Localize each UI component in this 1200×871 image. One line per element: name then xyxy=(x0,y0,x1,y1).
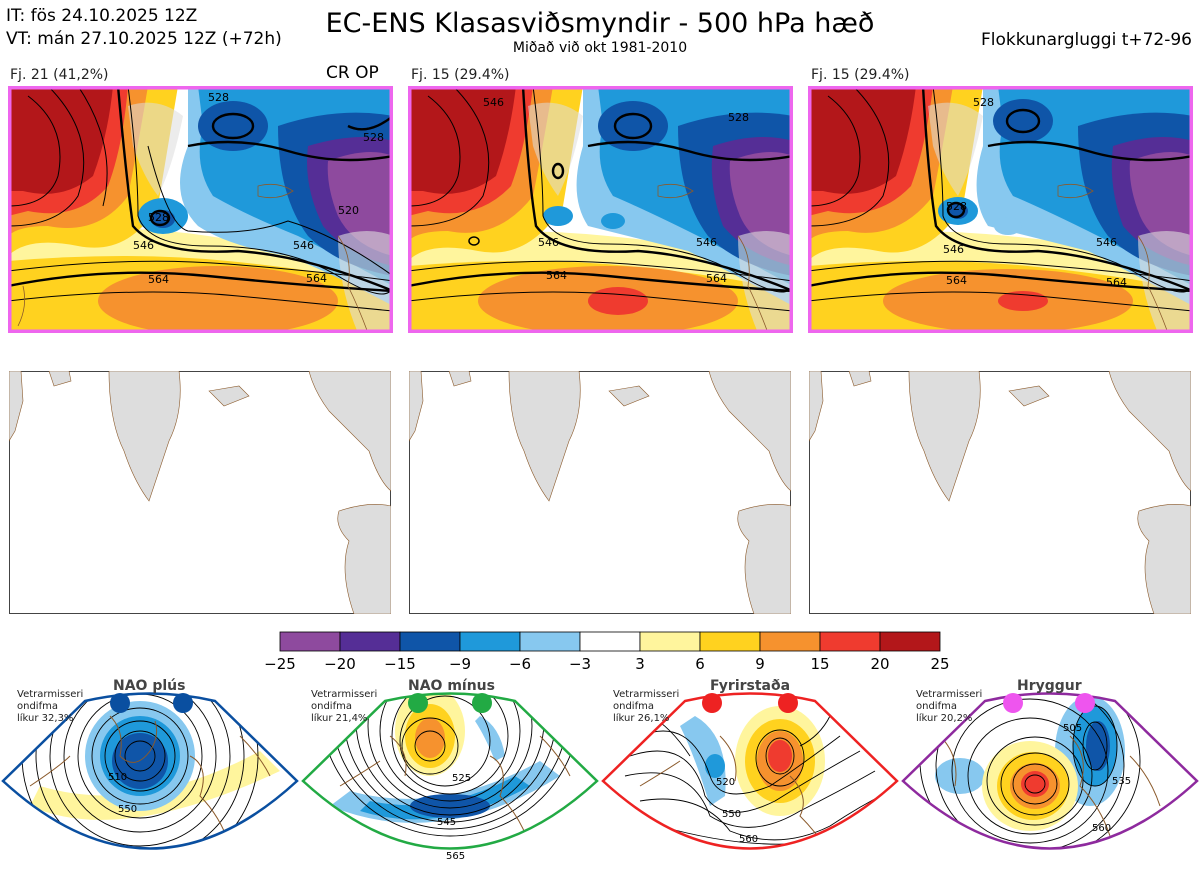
colorbar-tick: 6 xyxy=(695,655,705,673)
colorbar-swatch xyxy=(879,631,941,652)
regime-probability: líkur 21,4% xyxy=(311,712,367,724)
colorbar-tick: −3 xyxy=(569,655,591,673)
contour-label: 528 xyxy=(208,91,229,104)
contour-label: 528 xyxy=(363,131,384,144)
contour-label: 510 xyxy=(108,772,127,783)
regime-nao-plus: NAO plús Vetrarmisseri ondifma líkur 32,… xyxy=(1,678,299,850)
cluster-3-map: 564 546 528 564 546 528 xyxy=(808,86,1193,333)
contour-label: 535 xyxy=(1112,776,1131,787)
contour-label: 528 xyxy=(148,211,169,224)
colorbar-tick: 20 xyxy=(870,655,889,673)
colorbar-swatch xyxy=(699,631,761,652)
contour-label: 528 xyxy=(973,96,994,109)
contour-label: 545 xyxy=(437,817,456,828)
contour-label: 528 xyxy=(946,200,967,213)
contour-label: 546 xyxy=(293,239,314,252)
cluster-2-map: 564 546 528 564 546 546 xyxy=(408,86,793,333)
empty-map-3 xyxy=(809,371,1191,614)
contour-label: 560 xyxy=(739,834,758,845)
colorbar-tick: 3 xyxy=(635,655,645,673)
anomaly-colorbar: −25 −20 −15 −9 −6 −3 3 6 9 15 20 25 xyxy=(264,631,950,673)
cluster-3-label: Fj. 15 (29.4%) xyxy=(811,67,910,83)
regime-note: Vetrarmisseri xyxy=(17,689,83,700)
initial-time: IT: fös 24.10.2025 12Z xyxy=(6,6,198,26)
contour-label: 546 xyxy=(943,243,964,256)
regime-probability: líkur 32,3% xyxy=(17,712,73,724)
colorbar-tick: 9 xyxy=(755,655,765,673)
regime-name: NAO plús xyxy=(113,678,185,694)
contour-label: 520 xyxy=(338,204,359,217)
regime-note: ondifma xyxy=(916,701,957,712)
colorbar-tick: −9 xyxy=(449,655,471,673)
contour-label: 505 xyxy=(1063,723,1082,734)
contour-label: 564 xyxy=(706,272,727,285)
contour-label: 546 xyxy=(538,236,559,249)
contour-label: 546 xyxy=(483,96,504,109)
colorbar-swatch xyxy=(339,631,401,652)
colorbar-swatch xyxy=(639,631,701,652)
colorbar-swatch xyxy=(819,631,881,652)
contour-label: 525 xyxy=(452,773,471,784)
cluster-2-label: Fj. 15 (29.4%) xyxy=(411,67,510,83)
colorbar-swatch xyxy=(459,631,521,652)
contour-label: 565 xyxy=(446,851,465,862)
regime-probability: líkur 20,2% xyxy=(916,712,972,724)
cluster-1-map: 564 546 528 520 528 546 564 528 xyxy=(8,86,393,333)
cluster-1-tags: CR OP xyxy=(326,63,379,83)
regime-name: Fyrirstaða xyxy=(710,678,790,694)
regime-name: NAO mínus xyxy=(408,678,495,694)
valid-time: VT: mán 27.10.2025 12Z (+72h) xyxy=(6,29,282,49)
regime-probability: líkur 26,1% xyxy=(613,712,669,724)
regime-nao-minus: NAO mínus Vetrarmisseri ondifma líkur 21… xyxy=(301,678,599,862)
empty-map-2 xyxy=(409,371,791,614)
colorbar-tick: 25 xyxy=(930,655,949,673)
colorbar-tick: 15 xyxy=(810,655,829,673)
regime-note: Vetrarmisseri xyxy=(916,689,982,700)
contour-label: 550 xyxy=(118,804,137,815)
regime-note: ondifma xyxy=(17,701,58,712)
regime-note: Vetrarmisseri xyxy=(613,689,679,700)
contour-label: 564 xyxy=(946,274,967,287)
colorbar-swatch xyxy=(579,631,641,652)
contour-label: 560 xyxy=(1092,823,1111,834)
classification-window: Flokkunargluggi t+72-96 xyxy=(980,30,1192,50)
contour-label: 520 xyxy=(716,777,735,788)
cluster-1-label: Fj. 21 (41,2%) xyxy=(10,67,109,83)
contour-label: 564 xyxy=(306,272,327,285)
regime-blocking: Fyrirstaða Vetrarmisseri ondifma líkur 2… xyxy=(601,678,899,850)
contour-label: 564 xyxy=(546,269,567,282)
empty-map-1 xyxy=(9,371,391,614)
contour-label: 564 xyxy=(148,273,169,286)
colorbar-swatch xyxy=(759,631,821,652)
contour-label: 550 xyxy=(722,809,741,820)
colorbar-tick: −15 xyxy=(384,655,416,673)
regime-note: Vetrarmisseri xyxy=(311,689,377,700)
climatology-subtitle: Miðað við okt 1981-2010 xyxy=(512,40,688,56)
colorbar-swatch xyxy=(279,631,341,652)
regime-name: Hryggur xyxy=(1017,678,1082,694)
colorbar-swatch xyxy=(519,631,581,652)
map-title: EC-ENS Klasasviðsmyndir - 500 hPa hæð xyxy=(325,8,875,39)
regime-note: ondifma xyxy=(613,701,654,712)
regime-ridge: Hryggur Vetrarmisseri ondifma líkur 20,2… xyxy=(901,678,1199,850)
colorbar-tick: −6 xyxy=(509,655,531,673)
contour-label: 564 xyxy=(1106,276,1127,289)
contour-label: 528 xyxy=(728,111,749,124)
contour-label: 546 xyxy=(1096,236,1117,249)
contour-label: 546 xyxy=(133,239,154,252)
contour-label: 546 xyxy=(696,236,717,249)
regime-note: ondifma xyxy=(311,701,352,712)
colorbar-tick: −20 xyxy=(324,655,356,673)
colorbar-swatch xyxy=(399,631,461,652)
colorbar-tick: −25 xyxy=(264,655,296,673)
